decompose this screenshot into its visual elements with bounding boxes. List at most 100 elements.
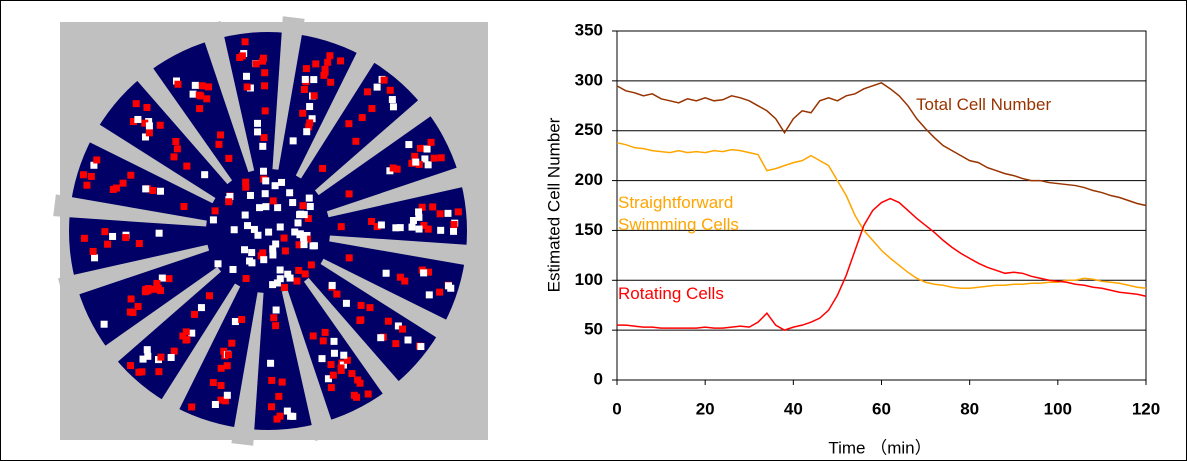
cell <box>132 100 140 108</box>
cell <box>384 317 392 325</box>
cell <box>204 83 212 91</box>
cell <box>90 161 98 169</box>
cell <box>411 152 419 160</box>
cell <box>241 211 249 219</box>
sector-gap <box>57 244 210 300</box>
cell <box>225 154 233 162</box>
cell <box>312 60 320 68</box>
cell <box>425 268 433 276</box>
cell <box>310 242 318 250</box>
cell <box>254 231 262 239</box>
cell <box>273 415 281 423</box>
cell <box>260 134 268 142</box>
cell <box>415 160 423 168</box>
cell <box>278 378 286 386</box>
cell <box>409 217 417 225</box>
cell <box>309 332 317 340</box>
cell <box>301 270 309 278</box>
x-tick-label: 0 <box>612 399 621 418</box>
cell <box>143 103 151 111</box>
cell <box>408 159 416 167</box>
cell <box>300 241 308 249</box>
cell <box>320 71 328 79</box>
cell <box>324 58 332 66</box>
y-tick-label: 200 <box>575 170 603 189</box>
cell <box>262 177 270 185</box>
cell <box>358 114 366 122</box>
cell <box>243 83 251 91</box>
cell <box>100 320 108 328</box>
cell <box>224 351 232 359</box>
cell <box>427 138 435 146</box>
cell <box>278 178 286 186</box>
cell <box>154 284 162 292</box>
cell <box>91 254 99 262</box>
cell <box>357 316 365 324</box>
cell <box>145 118 153 126</box>
cell <box>268 376 276 384</box>
cell <box>368 105 376 113</box>
cell <box>276 223 284 231</box>
cell <box>269 281 277 289</box>
cell <box>329 371 337 379</box>
cell <box>429 203 437 211</box>
cell <box>423 145 431 153</box>
cell <box>261 107 269 115</box>
cell <box>273 279 281 287</box>
cell <box>256 204 264 212</box>
cell <box>399 325 407 333</box>
cell <box>404 336 412 344</box>
cell <box>142 185 150 193</box>
y-tick-label: 100 <box>575 270 603 289</box>
cell <box>388 96 396 104</box>
cell <box>149 186 157 194</box>
cell <box>217 382 225 390</box>
cell <box>241 246 249 254</box>
cell <box>248 249 256 257</box>
cell <box>343 356 351 364</box>
series-line <box>616 82 1147 207</box>
cell <box>436 288 444 296</box>
cell <box>242 183 250 191</box>
cell <box>437 226 445 234</box>
cell <box>301 75 309 83</box>
cell <box>299 202 307 210</box>
cell <box>153 279 161 287</box>
series-label: Straightforward Swimming Cells <box>618 193 739 234</box>
cell <box>337 364 345 372</box>
cell <box>129 118 137 126</box>
cell <box>291 228 299 236</box>
cell <box>272 322 280 330</box>
cell <box>293 277 301 285</box>
cell <box>295 241 303 249</box>
cell <box>337 223 345 231</box>
sector-gap <box>92 266 222 373</box>
cell <box>345 254 353 262</box>
cell <box>300 86 308 94</box>
cell <box>109 185 117 193</box>
cell <box>424 225 432 233</box>
cell <box>183 162 191 170</box>
cell <box>280 284 288 292</box>
cell <box>217 396 225 404</box>
cell <box>109 232 117 240</box>
cell <box>198 82 206 90</box>
cell <box>269 251 277 259</box>
cell <box>174 80 182 88</box>
cell <box>236 54 244 62</box>
cell <box>170 347 178 355</box>
x-tick-label: 100 <box>1044 399 1072 418</box>
cell <box>310 92 318 100</box>
cell <box>348 370 356 378</box>
cell <box>205 292 213 300</box>
cell <box>220 347 228 355</box>
cell <box>197 304 205 312</box>
cell <box>364 88 372 96</box>
cell <box>357 301 365 309</box>
cell <box>231 318 239 326</box>
cell <box>248 259 256 267</box>
cell <box>156 121 164 129</box>
cell <box>353 393 361 401</box>
cell <box>352 137 360 145</box>
